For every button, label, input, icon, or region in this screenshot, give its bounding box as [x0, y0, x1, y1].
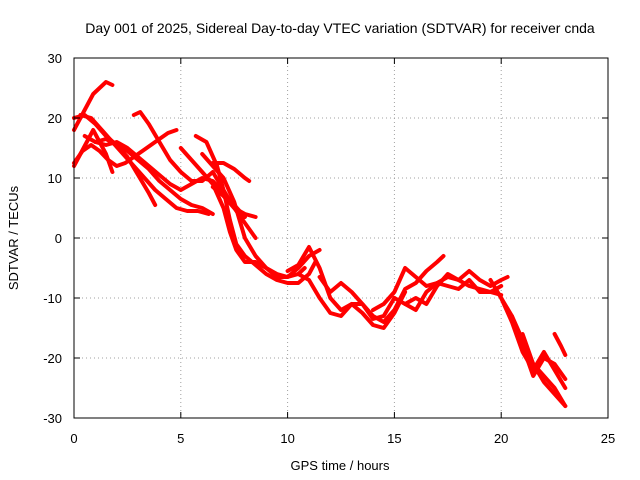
series-line-track-6	[82, 134, 215, 216]
y-axis-label: SDTVAR / TECUs	[6, 185, 21, 290]
series-line-track-19	[403, 278, 504, 312]
y-tick-label: 20	[48, 111, 62, 126]
series-line-track-12	[210, 161, 252, 183]
series-line-track-22	[509, 314, 568, 381]
chart-title: Day 001 of 2025, Sidereal Day-to-day VTE…	[85, 20, 595, 36]
y-tick-label: 30	[48, 51, 62, 66]
y-tick-label: -10	[43, 291, 62, 306]
y-tick-label: -30	[43, 411, 62, 426]
x-tick-label: 10	[280, 431, 294, 446]
series-line-track-5	[78, 113, 211, 216]
y-tick-label: -20	[43, 351, 62, 366]
series-line-track-24	[552, 332, 568, 357]
x-tick-label: 20	[494, 431, 508, 446]
x-tick-label: 25	[601, 431, 615, 446]
series-line-track-7	[93, 140, 247, 219]
series-line-track-13	[210, 185, 258, 240]
x-tick-label: 15	[387, 431, 401, 446]
x-tick-label: 0	[70, 431, 77, 446]
axis-ticks: 0 5 10 15 20 25 -30 -20 -10 0 10 20 30	[43, 51, 615, 446]
y-tick-label: 10	[48, 171, 62, 186]
data-series	[72, 80, 568, 408]
x-tick-label: 5	[177, 431, 184, 446]
series-line-track-16	[317, 254, 446, 324]
x-axis-label: GPS time / hours	[291, 458, 390, 473]
y-tick-label: 0	[55, 231, 62, 246]
series-line-track-23	[520, 332, 568, 408]
series-line-track-15	[296, 272, 408, 330]
series-line-track-11	[200, 152, 322, 279]
